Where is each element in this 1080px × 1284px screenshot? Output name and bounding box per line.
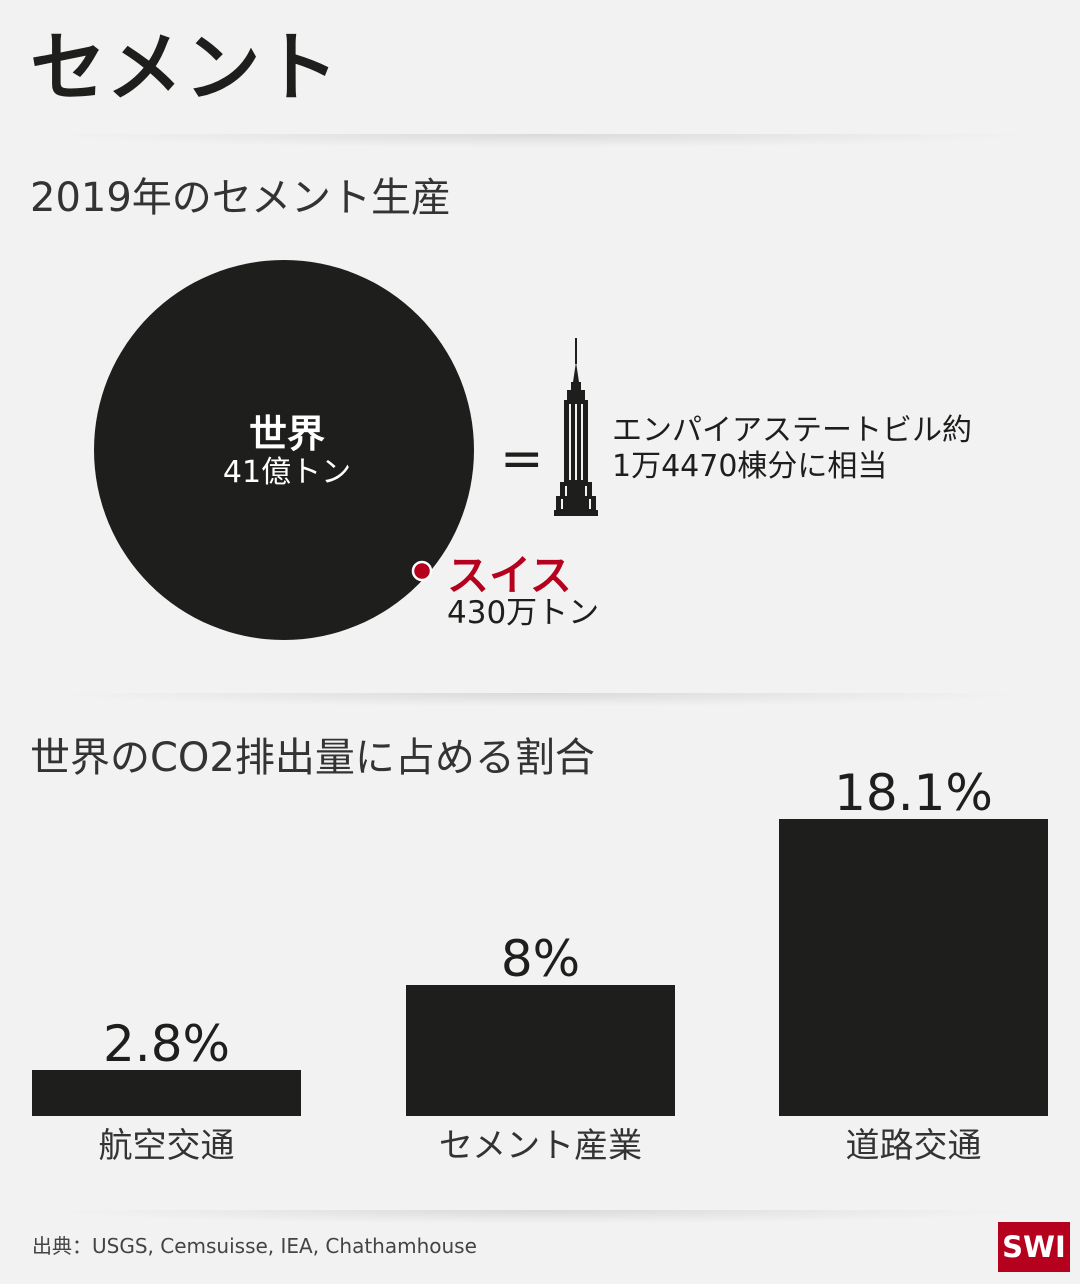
section-divider (40, 693, 1040, 707)
emissions-heading: 世界のCO2排出量に占める割合 (30, 735, 595, 781)
source-note: 出典：USGS, Cemsuisse, IEA, Chathamhouse (32, 1234, 477, 1258)
production-heading: 2019年のセメント生産 (30, 175, 451, 221)
category-label: 道路交通 (845, 1126, 982, 1166)
page-title: セメント (30, 23, 341, 112)
equivalence-line-2: 1万4470棟分に相当 (612, 449, 888, 484)
empire-state-building-icon (554, 338, 598, 516)
equivalence-line-1: エンパイアステートビル約 (612, 413, 972, 448)
category-label: セメント産業 (438, 1126, 643, 1166)
production-graphic (94, 260, 474, 640)
world-value: 41億トン (222, 455, 352, 490)
world-label: 世界 (248, 412, 325, 456)
bar (32, 1070, 301, 1116)
equals-sign: = (500, 429, 544, 489)
bar-value-label: 2.8% (102, 1015, 231, 1073)
swiss-production-dot (411, 560, 433, 582)
swiss-value: 430万トン (447, 595, 600, 631)
bar (406, 985, 675, 1116)
bar (779, 819, 1048, 1116)
swiss-label: スイス (447, 551, 572, 600)
category-label: 航空交通 (98, 1126, 235, 1166)
swi-logo: SWI (998, 1222, 1070, 1272)
section-divider (40, 134, 1040, 148)
bar-value-label: 18.1% (834, 764, 993, 822)
bar-value-label: 8% (500, 930, 581, 988)
world-production-circle (94, 260, 474, 640)
section-divider (40, 1210, 1040, 1224)
